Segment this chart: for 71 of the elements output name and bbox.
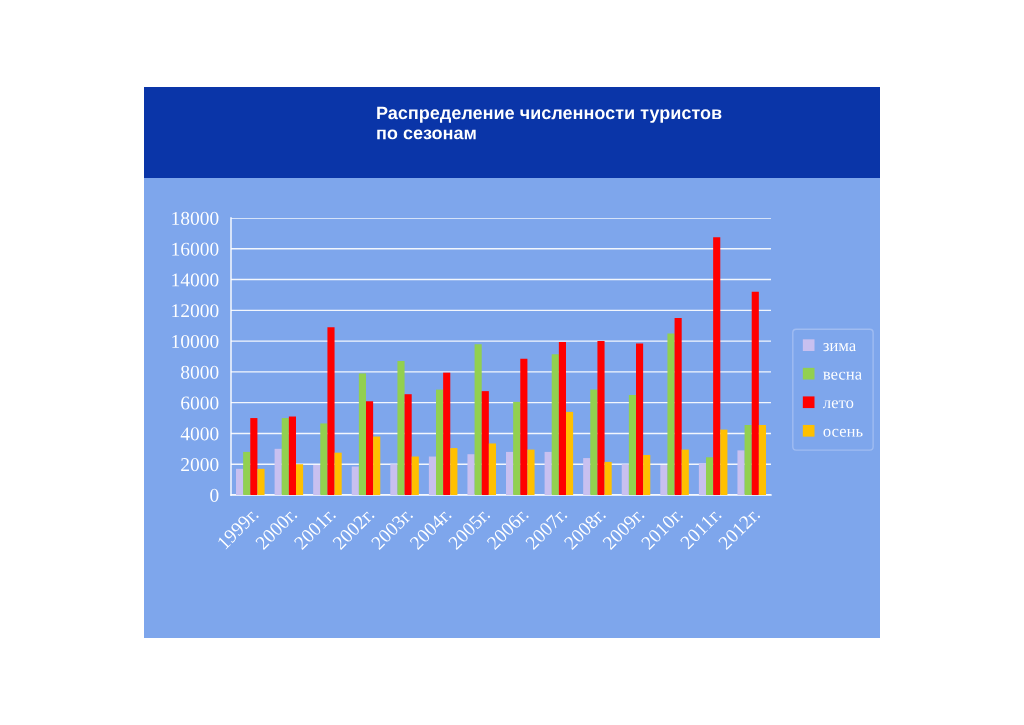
y-tick-label: 16000 <box>172 242 219 256</box>
bar <box>281 418 289 495</box>
bar <box>288 416 296 495</box>
bar <box>488 443 496 495</box>
bar <box>720 429 728 495</box>
bar <box>467 454 475 495</box>
bar <box>597 341 605 495</box>
legend-label: лето <box>823 400 854 409</box>
bar <box>565 411 574 495</box>
bar <box>628 394 636 495</box>
bar <box>506 451 514 495</box>
bar <box>481 391 489 495</box>
bar <box>257 468 265 495</box>
bar <box>527 449 535 495</box>
chart-title: Распределение численности туристов по сезонам <box>377 106 722 140</box>
bar <box>513 401 521 495</box>
y-tick-label: 2000 <box>181 458 219 472</box>
bar <box>667 333 675 495</box>
bar <box>660 464 668 495</box>
y-tick-label: 0 <box>210 488 219 502</box>
bar <box>358 373 366 495</box>
bar <box>320 423 328 495</box>
y-tick-label: 4000 <box>180 427 219 441</box>
bar <box>621 464 629 495</box>
bar <box>713 237 721 495</box>
bar <box>604 461 612 495</box>
bar <box>551 354 559 495</box>
bar <box>706 457 714 495</box>
bar <box>236 468 244 495</box>
bar <box>274 448 282 495</box>
bar <box>250 418 258 495</box>
bar <box>411 456 419 495</box>
legend-label: зима <box>823 343 856 352</box>
bar <box>397 361 405 495</box>
bar <box>520 358 528 495</box>
bar <box>366 401 374 495</box>
bar <box>390 464 398 495</box>
bar <box>544 451 552 495</box>
bar <box>450 448 458 495</box>
y-tick-label: 12000 <box>172 304 219 318</box>
bar <box>295 464 304 495</box>
legend-label: весна <box>823 371 862 380</box>
bar <box>698 463 707 495</box>
bar <box>313 464 321 495</box>
bar <box>583 458 591 495</box>
y-tick-label: 14000 <box>172 273 219 287</box>
bar <box>404 394 412 495</box>
bar <box>674 318 682 495</box>
bar <box>744 424 752 495</box>
bar <box>590 389 598 495</box>
bar <box>351 466 359 495</box>
y-tick-label: 8000 <box>181 365 219 379</box>
bar <box>636 343 644 495</box>
bar <box>436 389 444 495</box>
bar <box>243 451 251 495</box>
bar <box>558 341 566 495</box>
bar <box>334 452 342 495</box>
bar <box>428 456 437 495</box>
bar <box>643 454 651 495</box>
y-tick-label: 6000 <box>181 396 219 410</box>
bar <box>474 344 482 495</box>
bar <box>681 449 689 495</box>
bar <box>373 436 381 495</box>
bar <box>327 327 335 495</box>
bar <box>443 372 451 495</box>
bar <box>751 291 759 495</box>
bar <box>758 424 766 495</box>
legend-label: осень <box>823 428 863 437</box>
y-tick-label: 10000 <box>172 334 219 349</box>
bar <box>737 450 745 495</box>
y-tick-label: 18000 <box>172 211 219 225</box>
